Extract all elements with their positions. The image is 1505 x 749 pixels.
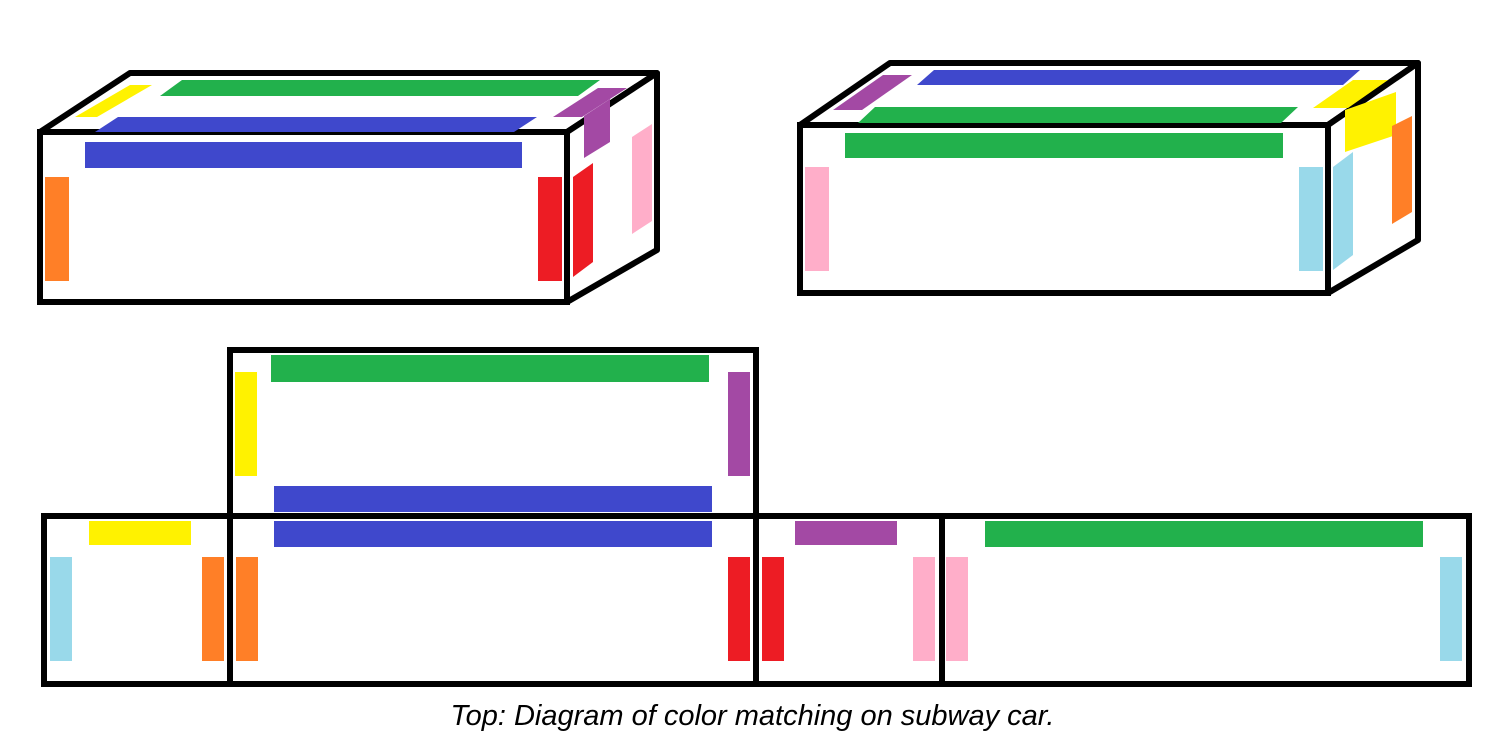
purple-strip bbox=[584, 99, 610, 158]
green-strip bbox=[845, 133, 1283, 158]
green-strip bbox=[985, 521, 1423, 547]
pink-strip bbox=[632, 124, 652, 234]
green-strip bbox=[271, 355, 709, 382]
pink-strip bbox=[946, 557, 968, 661]
blue-strip bbox=[85, 142, 522, 168]
purple-strip bbox=[728, 372, 750, 476]
red-strip bbox=[538, 177, 562, 281]
purple-strip bbox=[795, 521, 897, 545]
blue-strip bbox=[274, 486, 712, 512]
blue-strip bbox=[917, 70, 1360, 85]
yellow-strip bbox=[1313, 80, 1388, 108]
red-strip bbox=[573, 163, 593, 277]
red-strip bbox=[728, 557, 750, 661]
blue-strip bbox=[95, 117, 537, 132]
yellow-strip bbox=[89, 521, 191, 545]
orange-strip bbox=[1392, 116, 1412, 224]
perspective-view-right bbox=[797, 60, 1421, 296]
light-blue-strip bbox=[50, 557, 72, 661]
light-blue-strip bbox=[1333, 152, 1353, 270]
purple-strip bbox=[553, 88, 627, 117]
yellow-strip bbox=[235, 372, 257, 476]
red-strip bbox=[762, 557, 784, 661]
orange-strip bbox=[45, 177, 69, 281]
light-blue-strip bbox=[1299, 167, 1323, 271]
perspective-view-left bbox=[37, 70, 660, 305]
green-strip bbox=[160, 80, 600, 96]
orange-strip bbox=[202, 557, 224, 661]
yellow-strip bbox=[75, 85, 152, 117]
green-strip bbox=[858, 107, 1298, 123]
orange-strip bbox=[236, 557, 258, 661]
subway-car-diagram bbox=[37, 60, 1472, 687]
pink-strip bbox=[805, 167, 829, 271]
pink-strip bbox=[913, 557, 935, 661]
light-blue-strip bbox=[1440, 557, 1462, 661]
yellow-strip bbox=[1345, 92, 1396, 152]
figure-caption: Top: Diagram of color matching on subway… bbox=[450, 700, 1055, 732]
blue-strip bbox=[274, 521, 712, 547]
unfolded-net-view bbox=[41, 347, 1472, 687]
purple-strip bbox=[833, 75, 912, 110]
